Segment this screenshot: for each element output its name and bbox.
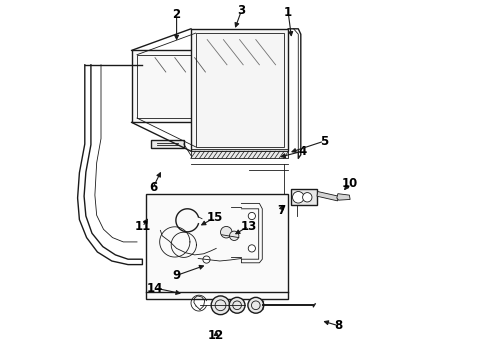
Text: 3: 3 [237,4,245,17]
Text: 13: 13 [241,220,257,233]
Circle shape [303,193,312,202]
Circle shape [248,245,255,252]
Polygon shape [191,29,288,151]
Polygon shape [291,189,317,205]
Text: 10: 10 [341,177,358,190]
Polygon shape [132,50,195,122]
Text: 15: 15 [206,211,222,224]
Text: 5: 5 [320,135,328,148]
Text: 8: 8 [335,319,343,332]
Text: 14: 14 [147,282,163,294]
Text: 1: 1 [284,6,292,19]
Circle shape [248,212,255,220]
Polygon shape [151,140,184,148]
Circle shape [248,297,264,313]
Circle shape [211,296,230,315]
Circle shape [229,231,239,240]
Text: 9: 9 [172,269,181,282]
Polygon shape [146,194,288,299]
Circle shape [203,256,210,263]
Text: 12: 12 [208,329,224,342]
Text: 4: 4 [298,145,307,158]
Text: 2: 2 [172,8,181,21]
Polygon shape [191,151,288,158]
Text: 11: 11 [134,220,150,233]
Circle shape [220,226,232,238]
Circle shape [293,192,304,203]
Text: 7: 7 [277,204,285,217]
Circle shape [229,297,245,313]
Polygon shape [337,194,350,200]
Polygon shape [317,192,339,201]
Text: 6: 6 [149,181,157,194]
